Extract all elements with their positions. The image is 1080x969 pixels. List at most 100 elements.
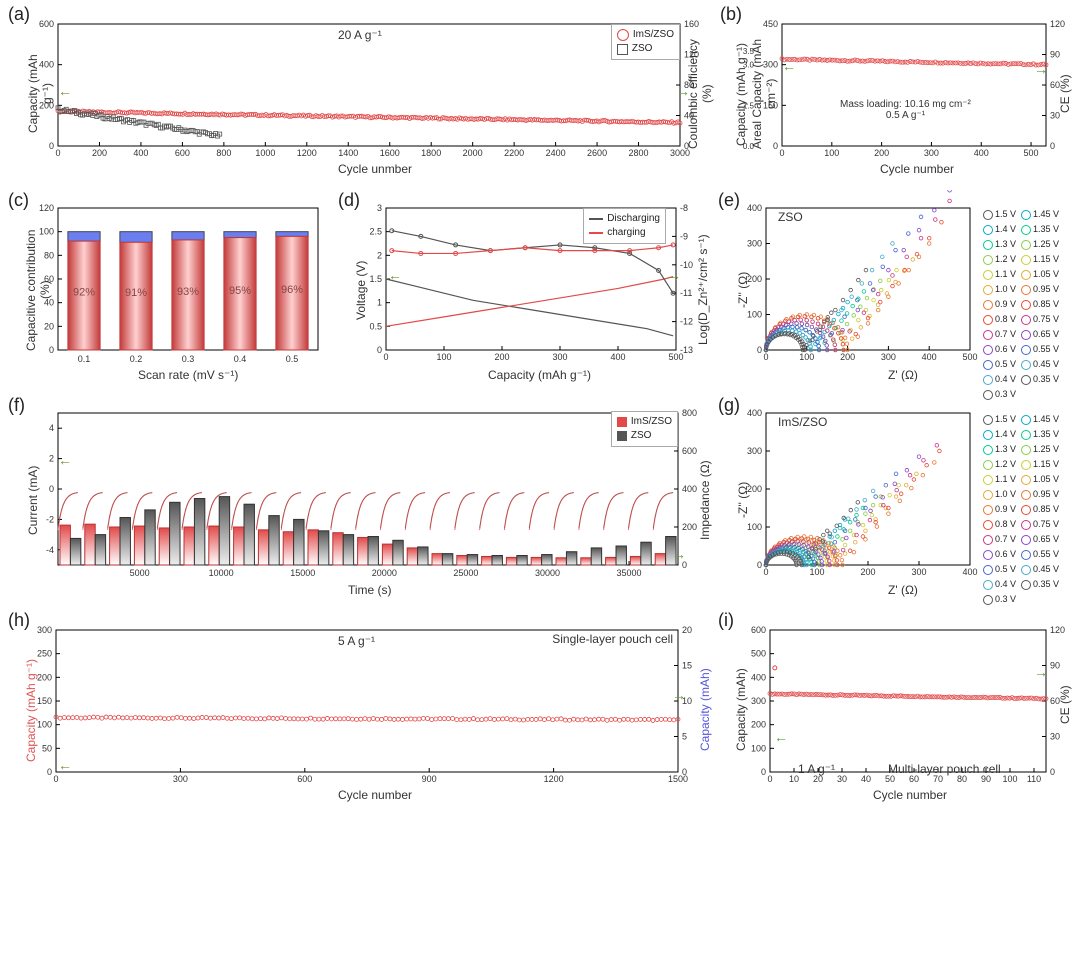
b-ylabel-right: CE (%) (1058, 59, 1072, 129)
panel-f-label: (f) (8, 395, 25, 416)
svg-text:120: 120 (1050, 19, 1065, 29)
svg-text:0.5: 0.5 (369, 321, 382, 331)
h-ylabel-right: Capacity (mAh) (698, 660, 712, 760)
svg-text:2200: 2200 (504, 148, 524, 158)
svg-text:600: 600 (751, 625, 766, 635)
svg-text:0: 0 (682, 767, 687, 777)
svg-text:-4: -4 (46, 545, 54, 555)
a-legend-0: ImS/ZSO (633, 28, 674, 42)
h-annot-rate: 5 A g⁻¹ (338, 634, 375, 648)
h-ylabel-left: Capacity (mAh g⁻¹) (24, 650, 38, 770)
svg-text:90: 90 (1050, 661, 1060, 671)
f-arrow-right: → (672, 547, 686, 561)
h-xlabel: Cycle number (338, 788, 412, 802)
f-ylabel-right: Impedance (Ω) (698, 445, 712, 555)
panel-e: (e) 01002003004005000100200300400 -Z'' (… (718, 190, 1070, 380)
svg-text:0.1: 0.1 (78, 354, 91, 364)
svg-text:300: 300 (173, 774, 188, 784)
svg-text:300: 300 (37, 625, 52, 635)
svg-text:120: 120 (1050, 625, 1065, 635)
svg-text:400: 400 (747, 203, 762, 213)
f-legend: ImS/ZSO ZSO (611, 411, 678, 447)
svg-text:110: 110 (1027, 774, 1041, 784)
svg-text:900: 900 (422, 774, 437, 784)
panel-e-label: (e) (718, 190, 740, 211)
svg-text:300: 300 (911, 567, 926, 577)
svg-text:100: 100 (1002, 774, 1017, 784)
svg-text:-10: -10 (680, 260, 693, 270)
svg-text:96%: 96% (281, 284, 303, 296)
svg-text:1000: 1000 (255, 148, 275, 158)
svg-text:2400: 2400 (546, 148, 566, 158)
svg-text:800: 800 (682, 408, 697, 418)
a-legend: ImS/ZSO ZSO (611, 24, 680, 60)
a-annot-rate: 20 A g⁻¹ (338, 28, 382, 42)
b-arrow-left: ← (782, 59, 796, 73)
i-xlabel: Cycle number (873, 788, 947, 802)
svg-text:0: 0 (763, 352, 768, 362)
e-xlabel: Z' (Ω) (888, 368, 918, 382)
svg-text:0.2: 0.2 (130, 354, 143, 364)
svg-text:300: 300 (552, 352, 567, 362)
f-ylabel-left: Current (mA) (26, 455, 40, 545)
svg-text:-12: -12 (680, 317, 693, 327)
svg-text:-8: -8 (680, 203, 688, 213)
svg-text:5: 5 (682, 732, 687, 742)
svg-text:0: 0 (377, 345, 382, 355)
svg-text:2: 2 (49, 454, 54, 464)
svg-text:0.4: 0.4 (234, 354, 247, 364)
h-arrow-right: → (672, 688, 686, 702)
f-arrow-left: ← (58, 453, 72, 467)
svg-text:35000: 35000 (617, 568, 642, 578)
svg-text:0: 0 (49, 484, 54, 494)
i-annot-rate: 1 A g⁻¹ (798, 762, 835, 776)
panel-f-plot: 5000100001500020000250003000035000-4-202… (8, 395, 708, 595)
i-ylabel-left: Capacity (mAh) (734, 650, 748, 770)
panel-i: (i) 010203040506070809010011001002003004… (718, 610, 1070, 800)
h-arrow-left: ← (58, 758, 72, 772)
svg-text:200: 200 (92, 148, 107, 158)
svg-text:5000: 5000 (130, 568, 150, 578)
svg-text:0: 0 (383, 352, 388, 362)
svg-text:400: 400 (610, 352, 625, 362)
svg-text:300: 300 (751, 696, 766, 706)
svg-text:3: 3 (377, 203, 382, 213)
b-arrow-right: → (1034, 62, 1048, 76)
panel-d-label: (d) (338, 190, 360, 211)
svg-text:15000: 15000 (290, 568, 315, 578)
svg-text:250: 250 (37, 649, 52, 659)
svg-text:450: 450 (763, 19, 778, 29)
svg-text:200: 200 (37, 672, 52, 682)
svg-text:400: 400 (133, 148, 148, 158)
svg-text:200: 200 (682, 522, 697, 532)
svg-text:400: 400 (747, 408, 762, 418)
panel-a: (a) 020040060080010001200140016001800200… (8, 4, 710, 174)
panel-g: (g) 01002003004000100200300400 -Z'' (Ω) … (718, 395, 1070, 595)
svg-text:800: 800 (216, 148, 231, 158)
svg-text:-11: -11 (680, 288, 692, 298)
svg-text:100: 100 (37, 720, 52, 730)
svg-text:2800: 2800 (629, 148, 649, 158)
a-arrow-left: ← (58, 84, 72, 98)
svg-text:1: 1 (377, 298, 382, 308)
d-arrow-right: → (667, 268, 681, 282)
b-annot: Mass loading: 10.16 mg cm⁻² 0.5 A g⁻¹ (840, 99, 971, 121)
svg-text:0: 0 (757, 345, 762, 355)
svg-text:30: 30 (837, 774, 847, 784)
d-ylabel-right: Log(D_Zn²⁺/cm² s⁻¹) (696, 230, 710, 350)
svg-text:2.5: 2.5 (369, 227, 382, 237)
svg-text:30000: 30000 (535, 568, 560, 578)
g-xlabel: Z' (Ω) (888, 583, 918, 597)
svg-text:200: 200 (494, 352, 509, 362)
svg-text:100: 100 (799, 352, 814, 362)
a-ylabel-left: Capacity (mAh g⁻¹) (26, 44, 54, 144)
svg-text:500: 500 (1024, 148, 1039, 158)
e-title: ZSO (778, 210, 803, 224)
svg-text:600: 600 (175, 148, 190, 158)
svg-text:100: 100 (809, 567, 824, 577)
g-ylabel: -Z'' (Ω) (736, 470, 750, 530)
svg-text:100: 100 (751, 743, 766, 753)
svg-text:-9: -9 (680, 231, 688, 241)
svg-text:300: 300 (747, 239, 762, 249)
g-title: ImS/ZSO (778, 415, 827, 429)
